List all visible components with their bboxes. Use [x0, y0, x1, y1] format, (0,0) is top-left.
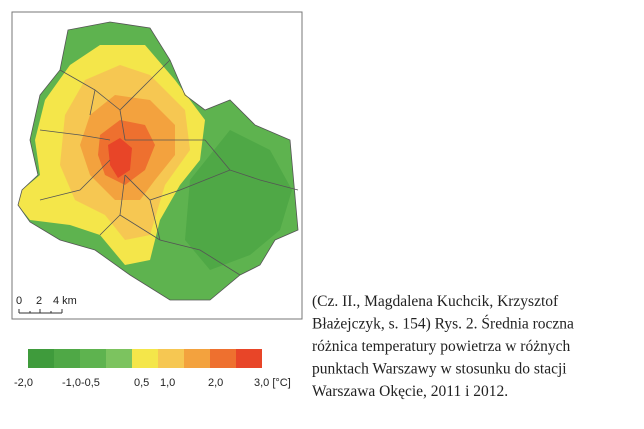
legend-label: -1,0-0,5: [62, 377, 100, 389]
district-border: [17, 21, 299, 301]
legend: -2,0 -1,0-0,5 0,5 1,0 2,0 3,0 [°C]: [14, 349, 291, 389]
legend-swatch: [236, 349, 262, 368]
legend-label: 3,0 [°C]: [254, 377, 291, 389]
district-lines: [39, 59, 299, 276]
caption-line: Warszawa Okęcie, 2011 i 2012.: [312, 383, 508, 400]
scale-label: 4 km: [53, 295, 77, 307]
scale-bar: 0 2 4 km: [16, 295, 77, 314]
legend-swatch: [80, 349, 106, 368]
scale-line: [18, 309, 63, 314]
legend-label: 2,0: [208, 377, 223, 389]
map: [17, 21, 299, 301]
caption-line: różnica temperatury powietrza w różnych: [312, 338, 570, 355]
scale-label: 2: [36, 295, 42, 307]
caption-line: (Cz. II., Magdalena Kuchcik, Krzysztof: [312, 293, 559, 310]
legend-label: 1,0: [160, 377, 175, 389]
legend-swatch: [158, 349, 184, 368]
legend-swatch: [210, 349, 236, 368]
legend-swatch: [106, 349, 132, 368]
caption: (Cz. II., Magdalena Kuchcik, Krzysztof Bł…: [312, 293, 574, 400]
zone-red: [108, 138, 132, 178]
legend-label: -2,0: [14, 377, 33, 389]
legend-label: 0,5: [134, 377, 149, 389]
legend-swatch: [54, 349, 80, 368]
legend-swatch: [184, 349, 210, 368]
legend-swatch: [28, 349, 54, 368]
caption-line: Błażejczyk, s. 154) Rys. 2. Średnia rocz…: [312, 316, 574, 333]
legend-swatch: [132, 349, 158, 368]
caption-line: punktach Warszawy w stosunku do stacji: [312, 361, 567, 378]
zone-green-dark: [185, 130, 292, 270]
scale-label: 0: [16, 295, 22, 307]
